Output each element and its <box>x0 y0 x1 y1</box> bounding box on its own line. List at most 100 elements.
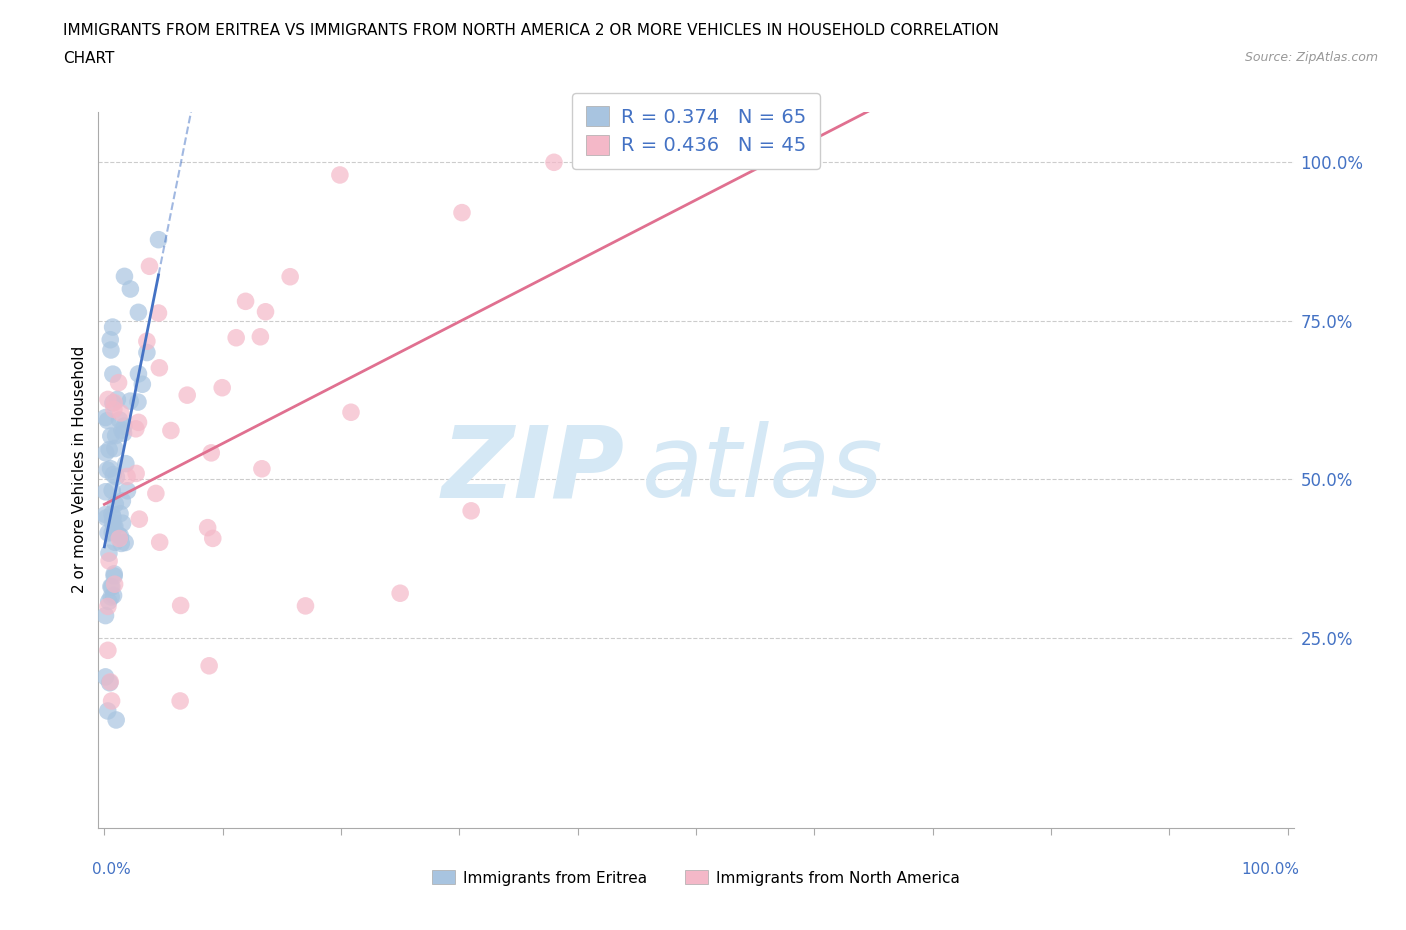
Point <box>340 405 363 419</box>
Point <box>98 332 121 347</box>
Point <box>103 520 125 535</box>
Point <box>110 536 132 551</box>
Point <box>389 586 412 601</box>
Point <box>103 566 125 581</box>
Point <box>249 329 271 344</box>
Text: atlas: atlas <box>643 421 884 518</box>
Point <box>98 675 121 690</box>
Point <box>125 421 148 436</box>
Point <box>104 577 127 591</box>
Point <box>294 599 316 614</box>
Point <box>104 428 127 443</box>
Point <box>211 380 233 395</box>
Text: CHART: CHART <box>63 51 115 66</box>
Point <box>128 512 150 526</box>
Point <box>148 306 170 321</box>
Point <box>101 510 124 525</box>
Point <box>138 259 160 273</box>
Point <box>112 426 135 441</box>
Point <box>100 461 122 476</box>
Point <box>111 494 134 509</box>
Point <box>100 694 122 709</box>
Point <box>114 269 136 284</box>
Point <box>101 395 124 410</box>
Point <box>100 429 122 444</box>
Legend: Immigrants from Eritrea, Immigrants from North America: Immigrants from Eritrea, Immigrants from… <box>426 864 966 892</box>
Point <box>100 590 122 604</box>
Point <box>135 345 157 360</box>
Point <box>108 413 131 428</box>
Point <box>101 320 124 335</box>
Point <box>128 415 150 430</box>
Point <box>120 282 142 297</box>
Point <box>100 342 122 357</box>
Point <box>176 388 198 403</box>
Point <box>105 392 128 407</box>
Point <box>104 535 127 550</box>
Point <box>101 525 124 540</box>
Point <box>101 515 124 530</box>
Point <box>200 445 222 460</box>
Point <box>225 330 247 345</box>
Point <box>97 392 120 406</box>
Point <box>105 712 128 727</box>
Point <box>112 418 135 433</box>
Point <box>94 608 117 623</box>
Point <box>94 485 117 499</box>
Point <box>148 360 170 375</box>
Text: 100.0%: 100.0% <box>1241 862 1299 877</box>
Point <box>120 393 142 408</box>
Point <box>97 643 120 658</box>
Point <box>94 507 117 522</box>
Point <box>169 694 191 709</box>
Point <box>94 410 117 425</box>
Point <box>103 467 125 482</box>
Point <box>235 294 257 309</box>
Point <box>101 366 124 381</box>
Point <box>97 413 120 428</box>
Point <box>149 535 172 550</box>
Point <box>98 553 121 568</box>
Point <box>254 304 277 319</box>
Point <box>97 704 120 719</box>
Point <box>198 658 221 673</box>
Point <box>97 525 120 540</box>
Point <box>104 441 127 456</box>
Point <box>107 375 129 390</box>
Point <box>96 511 118 525</box>
Point <box>117 484 139 498</box>
Point <box>110 405 132 420</box>
Point <box>98 442 121 457</box>
Point <box>104 519 127 534</box>
Point <box>197 520 219 535</box>
Point <box>104 497 127 512</box>
Point <box>127 394 149 409</box>
Point <box>114 535 136 550</box>
Point <box>110 529 132 544</box>
Point <box>94 445 117 460</box>
Y-axis label: 2 or more Vehicles in Household: 2 or more Vehicles in Household <box>72 346 87 593</box>
Point <box>148 232 170 247</box>
Point <box>103 568 125 583</box>
Point <box>145 486 167 501</box>
Text: IMMIGRANTS FROM ERITREA VS IMMIGRANTS FROM NORTH AMERICA 2 OR MORE VEHICLES IN H: IMMIGRANTS FROM ERITREA VS IMMIGRANTS FR… <box>63 23 1000 38</box>
Point <box>105 470 128 485</box>
Point <box>103 588 125 603</box>
Point <box>107 527 129 542</box>
Point <box>160 423 183 438</box>
Point <box>103 402 125 417</box>
Point <box>131 377 153 392</box>
Point <box>250 461 273 476</box>
Point <box>127 366 149 381</box>
Point <box>111 422 134 437</box>
Point <box>125 466 148 481</box>
Point <box>114 457 136 472</box>
Point <box>278 270 301 285</box>
Point <box>201 531 224 546</box>
Point <box>101 483 124 498</box>
Point <box>94 670 117 684</box>
Point <box>111 516 134 531</box>
Point <box>169 598 191 613</box>
Point <box>460 503 482 518</box>
Point <box>115 469 138 484</box>
